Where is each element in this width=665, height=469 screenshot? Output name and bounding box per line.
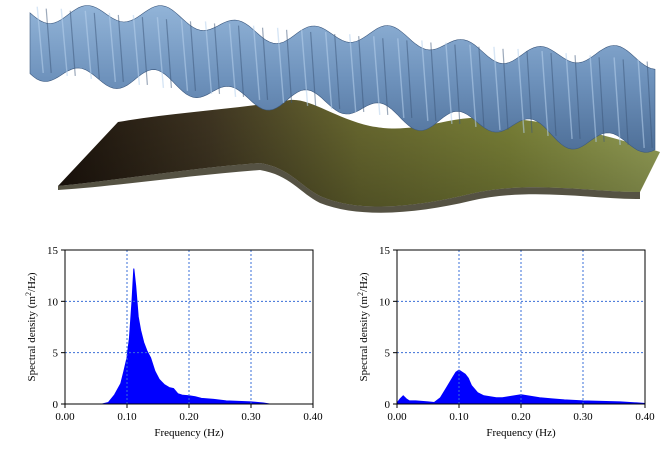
wave-ridge: [252, 25, 261, 100]
spectrum-chart-left: 0.00 0.10 0.20 0.30 0.40 0 5 10 15 Frequency (Hz)…: [8, 236, 328, 464]
wave-ridge: [517, 48, 525, 133]
wave-ridge: [373, 36, 381, 115]
y-tick-label: 5: [53, 348, 59, 360]
wave-trough: [69, 10, 76, 76]
wave-ridge: [541, 51, 549, 136]
wave-ridge: [324, 31, 333, 109]
y-axis-title: Spectral density (m2/Hz): [356, 272, 371, 381]
wave-trough: [622, 59, 629, 145]
wave-trough: [310, 31, 317, 106]
wave-ridge: [613, 57, 621, 145]
wave-trough: [261, 27, 269, 100]
x-tick-label: 0.00: [55, 411, 75, 423]
chart-left-svg: 0.00 0.10 0.20 0.30 0.40 0 5 10 15 Frequency (Hz)…: [24, 245, 324, 439]
wave-trough: [550, 53, 557, 136]
wave-trough: [526, 50, 533, 133]
wave-ridge: [84, 10, 92, 79]
3d-surface-illustration: [29, 5, 660, 213]
x-tick-label: 0.10: [117, 411, 137, 423]
wave-trough: [45, 8, 52, 73]
x-tick-label: 0.40: [635, 411, 655, 423]
y-tick-label: 15: [47, 245, 59, 257]
wave-ridge: [397, 38, 405, 118]
wave-ridge: [204, 21, 213, 94]
wave-trough: [382, 38, 389, 115]
x-tick-label: 0.20: [179, 411, 199, 423]
y-tick-label: 15: [379, 245, 391, 257]
wave-trough: [646, 61, 653, 148]
chart-right-svg: 0.00 0.10 0.20 0.30 0.40 0 5 10 15 Frequency (Hz)…: [356, 245, 656, 439]
upper-surface: [29, 5, 656, 153]
x-tick-label: 0.40: [303, 411, 323, 423]
x-tick-label: 0.20: [511, 411, 531, 423]
wave-ridge: [565, 53, 573, 139]
x-tick-label: 0.30: [573, 411, 593, 423]
wave-ridge: [132, 15, 141, 85]
wave-trough: [189, 21, 197, 91]
x-tick-label: 0.00: [387, 411, 407, 423]
wave-trough: [430, 42, 437, 121]
wave-ridge: [228, 23, 237, 97]
wave-ridge: [108, 12, 117, 82]
wave-trough: [502, 48, 509, 130]
x-tick-label: 0.10: [449, 411, 469, 423]
x-axis-title: Frequency (Hz): [154, 427, 224, 439]
y-tick-label: 10: [379, 296, 391, 308]
x-tick-label: 0.30: [241, 411, 261, 423]
wave-trough: [165, 19, 173, 88]
wave-ridge: [493, 46, 501, 130]
wave-ridge: [589, 55, 597, 142]
wave-trough: [406, 40, 413, 118]
wave-ridge: [180, 19, 189, 91]
y-tick-label: 0: [53, 399, 59, 411]
y-tick-label: 5: [385, 348, 391, 360]
wave-ridge: [349, 34, 357, 112]
wave-trough: [454, 44, 461, 124]
wave-ridge: [36, 6, 44, 73]
spectrum-chart-right: 0.00 0.10 0.20 0.30 0.40 0 5 10 15 Frequency (Hz)…: [340, 236, 660, 464]
wave-trough: [574, 55, 581, 139]
wave-trough: [478, 46, 485, 127]
wave-ridge: [637, 59, 645, 148]
x-axis-title: Frequency (Hz): [486, 427, 556, 439]
y-axis-title: Spectral density (m2/Hz): [24, 272, 39, 381]
wave-trough: [598, 57, 605, 142]
wave-ridge: [60, 8, 68, 76]
wave-ridge: [276, 27, 285, 103]
wave-trough: [93, 12, 100, 79]
wave-ridge: [421, 40, 429, 121]
wave-ridge: [156, 17, 165, 88]
y-tick-label: 10: [47, 296, 59, 308]
y-tick-label: 0: [385, 399, 391, 411]
wave-trough: [117, 14, 124, 82]
wave-trough: [285, 29, 293, 103]
wave-trough: [237, 25, 245, 97]
wave-ridge: [469, 44, 477, 127]
wave-trough: [358, 36, 365, 112]
wave-trough: [334, 33, 341, 109]
wave-trough: [213, 23, 221, 94]
wave-trough: [141, 17, 148, 85]
wave-ridge: [300, 29, 309, 106]
wave-ridge: [445, 42, 453, 124]
